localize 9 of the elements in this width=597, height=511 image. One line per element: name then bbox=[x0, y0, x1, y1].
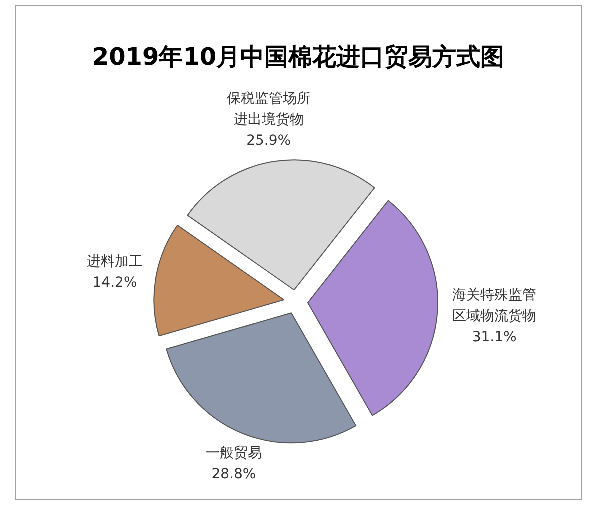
data-label: 28.8% bbox=[212, 466, 256, 482]
slice-label: 保税监管场所进出境货物 bbox=[226, 91, 311, 128]
data-label: 25.9% bbox=[246, 133, 292, 150]
slice-label: 一般贸易 bbox=[206, 445, 262, 462]
data-label: 31.1% bbox=[472, 329, 517, 346]
slice-label: 海关特殊监管区域物流货物 bbox=[452, 287, 537, 324]
slice-label: 进料加工 bbox=[87, 254, 144, 270]
chart-title: 2019年10月中国棉花进口贸易方式图 bbox=[92, 43, 505, 71]
data-label: 14.2% bbox=[92, 275, 138, 292]
